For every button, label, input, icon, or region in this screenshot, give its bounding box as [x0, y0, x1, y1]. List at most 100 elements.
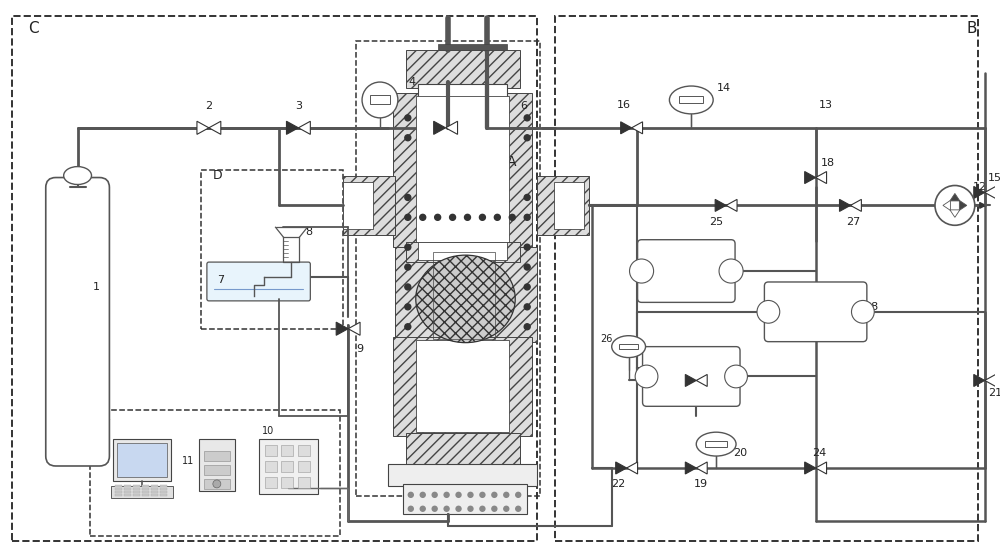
Circle shape — [405, 324, 411, 330]
FancyBboxPatch shape — [643, 346, 740, 406]
Bar — [124, 491, 131, 493]
Circle shape — [444, 492, 449, 497]
Circle shape — [456, 492, 461, 497]
Text: 12: 12 — [973, 183, 987, 193]
Circle shape — [405, 304, 411, 310]
Text: 8: 8 — [305, 227, 312, 237]
Circle shape — [492, 492, 497, 497]
Bar — [133, 485, 140, 487]
Bar — [160, 491, 167, 493]
Circle shape — [524, 115, 530, 121]
Bar — [554, 182, 584, 229]
Polygon shape — [985, 374, 996, 387]
Text: 23: 23 — [634, 367, 649, 377]
Polygon shape — [446, 121, 458, 134]
Polygon shape — [839, 199, 850, 212]
Circle shape — [405, 135, 411, 141]
Bar — [124, 494, 131, 496]
Text: D: D — [213, 169, 222, 182]
Bar — [124, 485, 131, 487]
Polygon shape — [850, 199, 861, 212]
Polygon shape — [974, 187, 985, 198]
Circle shape — [408, 492, 413, 497]
Text: C: C — [28, 21, 38, 36]
Text: 19: 19 — [694, 479, 708, 489]
Bar — [265, 461, 277, 472]
Bar — [142, 491, 149, 493]
Bar — [142, 494, 149, 496]
Bar — [90, 411, 340, 536]
Polygon shape — [715, 199, 726, 212]
Text: 2: 2 — [205, 101, 212, 111]
Bar — [298, 445, 310, 456]
Circle shape — [480, 506, 485, 511]
Circle shape — [516, 492, 521, 497]
Polygon shape — [348, 322, 360, 335]
Polygon shape — [943, 201, 950, 211]
Polygon shape — [621, 122, 632, 134]
Circle shape — [524, 264, 530, 270]
Circle shape — [494, 214, 500, 221]
Text: 9: 9 — [357, 344, 364, 354]
FancyBboxPatch shape — [764, 282, 867, 341]
Circle shape — [405, 194, 411, 201]
Bar — [418, 84, 507, 98]
Text: B: B — [967, 21, 977, 36]
Polygon shape — [298, 121, 310, 134]
Bar — [151, 494, 158, 496]
Ellipse shape — [696, 432, 736, 456]
Text: 14: 14 — [717, 83, 731, 93]
Ellipse shape — [64, 167, 92, 184]
Circle shape — [524, 284, 530, 290]
Polygon shape — [816, 462, 827, 474]
Bar — [133, 488, 140, 490]
Bar — [199, 439, 235, 491]
Ellipse shape — [669, 86, 713, 114]
Circle shape — [465, 214, 470, 221]
Bar — [403, 484, 527, 514]
Bar — [555, 16, 978, 541]
Bar — [298, 461, 310, 472]
Circle shape — [362, 82, 398, 118]
Circle shape — [479, 214, 485, 221]
Circle shape — [757, 300, 780, 323]
Bar — [204, 451, 230, 461]
Circle shape — [935, 185, 975, 225]
Bar — [115, 491, 122, 493]
Circle shape — [435, 214, 441, 221]
Polygon shape — [950, 210, 960, 217]
Circle shape — [444, 506, 449, 511]
Text: 6: 6 — [521, 101, 528, 111]
Bar — [133, 494, 140, 496]
Bar — [160, 488, 167, 490]
Text: A: A — [507, 155, 517, 169]
Polygon shape — [950, 193, 960, 201]
Bar — [370, 95, 390, 104]
Text: 28: 28 — [864, 302, 878, 312]
Bar — [679, 96, 703, 104]
Text: 27: 27 — [846, 217, 861, 227]
Bar — [113, 439, 171, 481]
Circle shape — [851, 300, 874, 323]
Circle shape — [480, 492, 485, 497]
Circle shape — [524, 194, 530, 201]
Bar — [705, 441, 727, 447]
Bar — [393, 336, 532, 436]
Text: 1: 1 — [93, 282, 100, 292]
Polygon shape — [197, 121, 209, 134]
Circle shape — [420, 214, 426, 221]
Polygon shape — [627, 462, 638, 474]
Text: 18: 18 — [821, 158, 835, 168]
Polygon shape — [616, 462, 627, 474]
Circle shape — [524, 214, 530, 221]
Bar — [343, 175, 395, 235]
Circle shape — [492, 506, 497, 511]
Circle shape — [450, 214, 456, 221]
Text: 24: 24 — [812, 448, 827, 458]
Circle shape — [524, 135, 530, 141]
Bar — [395, 247, 537, 341]
Circle shape — [432, 492, 437, 497]
Polygon shape — [336, 322, 348, 335]
Polygon shape — [974, 374, 985, 387]
Text: 20: 20 — [733, 448, 747, 458]
